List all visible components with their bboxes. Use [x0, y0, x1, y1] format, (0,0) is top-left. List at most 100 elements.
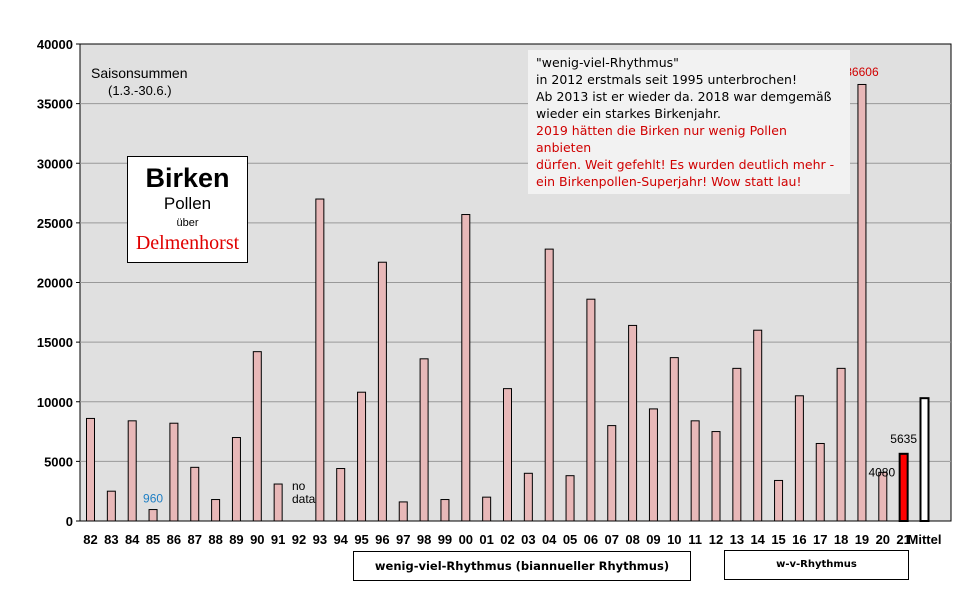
title-ueber: über [176, 217, 199, 229]
y-tick-label: 15000 [37, 335, 73, 350]
rhythm-label-short: w-v-Rhythmus [724, 550, 909, 580]
bar-90 [252, 351, 262, 522]
bar-94 [336, 468, 346, 522]
bar-19 [857, 83, 867, 522]
x-tick-label-91: 91 [271, 532, 285, 547]
x-tick-label-02: 02 [500, 532, 514, 547]
y-tick-label: 10000 [37, 395, 73, 410]
data-label-85: 960 [143, 492, 163, 506]
season-range: (1.3.-30.6.) [108, 83, 172, 98]
bar-12 [711, 431, 721, 522]
x-tick-label-86: 86 [167, 532, 181, 547]
bar-20 [878, 471, 888, 522]
bar-85 [148, 509, 158, 522]
bar-91 [273, 483, 283, 522]
bar-00 [461, 214, 471, 522]
bar-93 [315, 198, 325, 522]
x-tick-label-01: 01 [479, 532, 493, 547]
x-tick-label-90: 90 [250, 532, 264, 547]
bar-03 [523, 472, 533, 522]
x-tick-label-21: 21 [896, 532, 910, 547]
x-tick-label-17: 17 [813, 532, 827, 547]
x-tick-label-11: 11 [688, 532, 702, 547]
bar-83 [106, 490, 116, 522]
note-line-1: "wenig-viel-Rhythmus" [536, 55, 679, 70]
y-axis-ticks: 0 5000 10000 15000 20000 25000 30000 35000 40000 [37, 37, 80, 529]
x-tick-label-89: 89 [229, 532, 243, 547]
note-line-2: in 2012 erstmals seit 1995 unterbrochen! [536, 72, 797, 87]
rhythm-label-long: wenig-viel-Rhythmus (biannueller Rhythmu… [353, 551, 691, 581]
bar-95 [357, 391, 367, 522]
rhythm-note: "wenig-viel-Rhythmus" in 2012 erstmals s… [528, 50, 850, 194]
x-tick-label-84: 84 [125, 532, 140, 547]
x-axis-ticks: 82 83 84 85 86 87 88 89 90 91 92 93 94 95 96 97 98 99 00 01… [83, 532, 941, 547]
bar-18 [836, 367, 846, 522]
x-tick-label-03: 03 [521, 532, 535, 547]
x-tick-label-88: 88 [208, 532, 222, 547]
x-tick-label-85: 85 [146, 532, 160, 547]
x-tick-label-14: 14 [750, 532, 765, 547]
note-line-7: ein Birkenpollen-Superjahr! Wow statt la… [536, 174, 802, 189]
bar-01 [482, 496, 492, 522]
x-tick-label-95: 95 [354, 532, 368, 547]
x-tick-label-83: 83 [104, 532, 118, 547]
bar-05 [565, 475, 575, 522]
data-label-21: 5635 [890, 432, 917, 446]
y-tick-label: 40000 [37, 37, 73, 52]
bar-02 [503, 388, 512, 522]
x-tick-label-04: 04 [542, 532, 557, 547]
y-tick-label: 30000 [37, 156, 73, 171]
bar-09 [648, 408, 658, 522]
data-label-20: 4080 [868, 465, 895, 479]
season-title: Saisonsummen [91, 65, 188, 81]
bar-21 [898, 452, 909, 522]
title-box: Birken Pollen über Delmenhorst [127, 156, 248, 263]
bars [86, 83, 930, 522]
bar-11 [690, 420, 700, 522]
x-tick-label-97: 97 [396, 532, 410, 547]
bar-04 [544, 248, 554, 522]
bar-Mittel [919, 397, 930, 522]
data-labels: 960 36606 4080 5635 [143, 65, 917, 506]
x-tick-label-18: 18 [834, 532, 848, 547]
x-tick-label-00: 00 [459, 532, 473, 547]
x-tick-label-05: 05 [563, 532, 577, 547]
note-line-4: wieder ein starkes Birkenjahr. [536, 106, 721, 121]
y-tick-label: 5000 [44, 454, 73, 469]
x-tick-label-Mittel: Mittel [908, 532, 942, 547]
bar-15 [774, 479, 784, 522]
y-tick-label: 35000 [37, 97, 73, 112]
y-tick-label: 20000 [37, 276, 73, 291]
x-tick-label-96: 96 [375, 532, 389, 547]
title-delmenhorst: Delmenhorst [135, 232, 240, 254]
bar-13 [732, 367, 742, 522]
x-tick-label-20: 20 [876, 532, 890, 547]
bar-16 [794, 395, 804, 522]
note-line-5: 2019 hätten die Birken nur wenig Pollen … [536, 123, 787, 155]
bar-86 [169, 422, 179, 522]
title-birken: Birken [145, 163, 230, 193]
bar-17 [815, 442, 825, 522]
x-tick-label-08: 08 [625, 532, 639, 547]
bar-06 [586, 298, 596, 522]
x-tick-label-13: 13 [730, 532, 744, 547]
x-tick-label-19: 19 [855, 532, 869, 547]
x-tick-label-09: 09 [646, 532, 660, 547]
bar-14 [753, 329, 763, 522]
y-tick-label: 0 [66, 514, 73, 529]
x-tick-label-99: 99 [438, 532, 452, 547]
bar-10 [669, 357, 679, 522]
bar-97 [398, 501, 408, 522]
x-tick-label-87: 87 [188, 532, 202, 547]
bar-98 [419, 358, 429, 522]
bar-96 [377, 261, 387, 522]
title-pollen: Pollen [163, 194, 212, 213]
x-tick-label-10: 10 [667, 532, 681, 547]
data-label-19: 36606 [845, 65, 879, 79]
bar-88 [211, 499, 221, 522]
note-line-6: dürfen. Weit gefehlt! Es wurden deutlich… [536, 157, 835, 172]
x-tick-label-16: 16 [792, 532, 806, 547]
bar-08 [628, 324, 638, 522]
no-data-label-line2: data [292, 492, 316, 506]
bar-99 [440, 499, 450, 522]
